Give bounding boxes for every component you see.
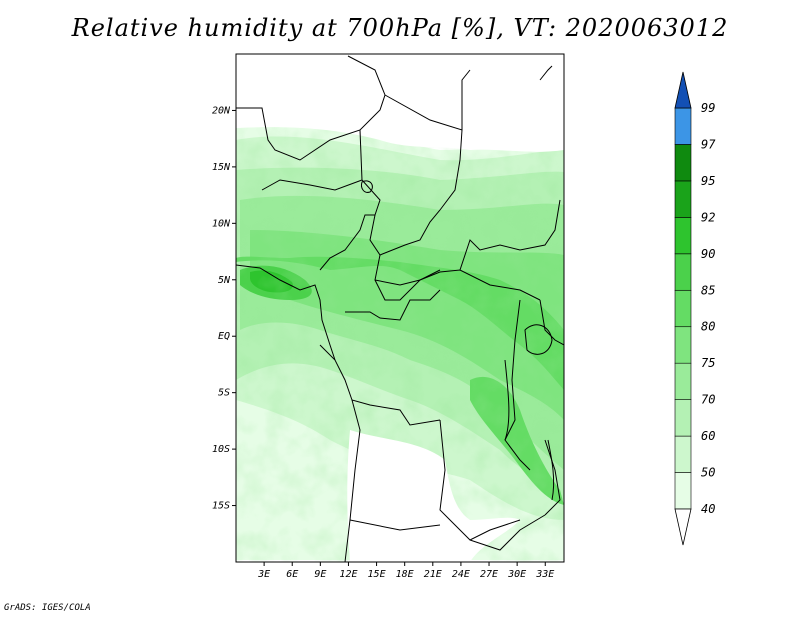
lat-tick-label: 15N bbox=[212, 162, 231, 173]
lake-malawi bbox=[547, 439, 555, 501]
dry-area-south bbox=[347, 430, 520, 562]
colorbar-label: 95 bbox=[701, 174, 715, 188]
colorbar: 40 50 60 70 75 80 85 90 92 95 97 99 bbox=[674, 71, 716, 546]
colorbar-segment bbox=[674, 289, 692, 328]
lat-tick-label: 10N bbox=[212, 218, 231, 229]
colorbar-segment bbox=[674, 217, 692, 255]
border-angola-zambia bbox=[439, 419, 521, 541]
colorbar-label: 85 bbox=[701, 283, 715, 297]
colorbar-label: 90 bbox=[701, 247, 715, 261]
lon-tick-label: 33E bbox=[535, 569, 554, 580]
colorbar-segment bbox=[674, 180, 692, 218]
border-chad bbox=[359, 129, 441, 301]
border-drc-west bbox=[319, 344, 441, 426]
border-zambia-zimbabwe bbox=[469, 514, 546, 551]
lon-tick-label: 24E bbox=[452, 569, 470, 580]
lon-tick-label: 21E bbox=[424, 569, 442, 580]
lake-tanganyika bbox=[504, 359, 510, 441]
chart-title: Relative humidity at 700hPa [%], VT: 202… bbox=[71, 14, 729, 42]
border-angola bbox=[344, 399, 361, 562]
country-borders bbox=[236, 55, 564, 562]
colorbar-label: 80 bbox=[701, 320, 715, 334]
footer-credit: GrADS: IGES/COLA bbox=[4, 603, 91, 613]
longitude-ticks: 3E 6E 9E 12E 15E 18E 21E 24E 27E 30E 33E bbox=[257, 562, 554, 580]
lat-tick-label: 5N bbox=[218, 275, 231, 286]
border-congo bbox=[345, 289, 441, 321]
colorbar-label: 99 bbox=[701, 101, 715, 115]
border-car bbox=[374, 269, 541, 301]
border-east-africa bbox=[539, 299, 564, 346]
colorbar-segment bbox=[674, 472, 692, 510]
border-mozambique bbox=[544, 439, 561, 516]
lon-tick-label: 12E bbox=[339, 569, 357, 580]
lon-tick-label: 6E bbox=[286, 569, 298, 580]
colorbar-label: 97 bbox=[701, 137, 716, 151]
colorbar-segment bbox=[674, 107, 692, 145]
coastline-gulf-of-guinea bbox=[236, 264, 336, 361]
colorbar-label: 70 bbox=[701, 393, 715, 407]
border-sudan bbox=[379, 129, 463, 256]
lon-tick-label: 18E bbox=[396, 569, 414, 580]
colorbar-label: 60 bbox=[701, 429, 715, 443]
colorbar-segment bbox=[674, 435, 692, 473]
lon-tick-label: 27E bbox=[480, 569, 498, 580]
lat-tick-label: 10S bbox=[212, 444, 230, 455]
colorbar-label: 75 bbox=[701, 356, 715, 370]
colorbar-segment bbox=[674, 362, 692, 400]
map-frame bbox=[235, 53, 565, 563]
lon-tick-label: 9E bbox=[314, 569, 326, 580]
colorbar-label: 50 bbox=[701, 466, 715, 480]
colorbar-segment bbox=[674, 253, 692, 291]
lake-victoria bbox=[524, 324, 553, 355]
colorbar-segment bbox=[674, 326, 692, 364]
lon-tick-label: 30E bbox=[507, 569, 526, 580]
border-drc-east bbox=[504, 299, 531, 471]
lat-tick-label: 5S bbox=[218, 388, 230, 399]
border-south-sudan bbox=[459, 199, 561, 271]
colorbar-segment bbox=[674, 399, 692, 437]
border-north-africa bbox=[236, 55, 386, 161]
lat-tick-label: 20N bbox=[212, 105, 231, 116]
colorbar-segment bbox=[674, 144, 692, 182]
lake-chad bbox=[361, 180, 373, 193]
lon-tick-label: 15E bbox=[368, 569, 386, 580]
latitude-ticks: 20N 15N 10N 5N EQ 5S 10S 15S bbox=[212, 105, 236, 512]
colorbar-under-arrow bbox=[674, 508, 692, 546]
red-sea-coast bbox=[539, 65, 553, 81]
colorbar-over-arrow bbox=[674, 71, 692, 109]
border-niger-nigeria bbox=[261, 179, 363, 191]
humidity-field bbox=[236, 54, 564, 562]
lon-tick-label: 3E bbox=[257, 569, 270, 580]
border-namibia bbox=[349, 519, 441, 531]
colorbar-label: 40 bbox=[701, 502, 715, 516]
border-nigeria-cameroon bbox=[319, 214, 375, 271]
lat-tick-label: EQ bbox=[218, 331, 230, 342]
lat-tick-label: 15S bbox=[212, 501, 230, 512]
colorbar-label: 92 bbox=[701, 210, 715, 224]
